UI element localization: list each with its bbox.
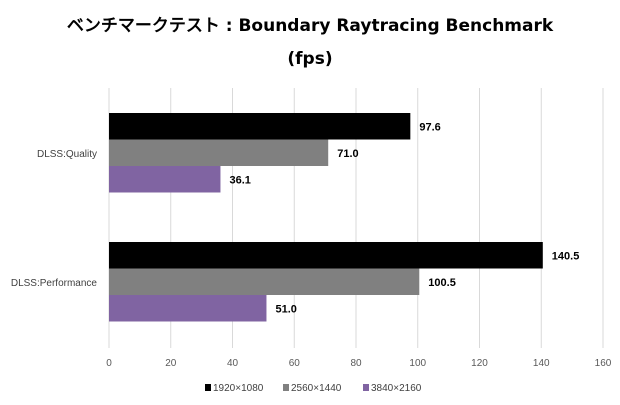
legend-label: 3840×2160 [371,383,422,394]
data-label: 51.0 [275,303,296,315]
bar [109,268,420,295]
data-label: 97.6 [419,121,440,133]
legend-swatch [283,384,289,391]
category-label: DLSS:Quality [37,149,97,160]
legend-swatch [363,384,369,391]
bar [109,166,221,193]
data-label: 100.5 [428,277,456,289]
x-tick-label: 0 [106,358,112,369]
x-tick-label: 80 [350,358,362,369]
x-tick-label: 20 [165,358,177,369]
category-label: DLSS:Performance [11,278,98,289]
data-label: 36.1 [229,174,250,186]
x-tick-label: 100 [409,358,426,369]
legend-swatch [205,384,211,391]
x-tick-label: 160 [595,358,612,369]
x-tick-label: 40 [227,358,239,369]
bar [109,139,329,166]
legend-label: 1920×1080 [213,383,264,394]
x-tick-label: 120 [471,358,488,369]
bar [109,242,543,269]
x-tick-label: 140 [533,358,550,369]
data-label: 71.0 [337,148,358,160]
legend-label: 2560×1440 [291,383,342,394]
data-label: 140.5 [552,250,580,262]
chart-subtitle: (fps) [287,49,332,69]
x-tick-label: 60 [289,358,301,369]
chart-title: ベンチマークテスト : Boundary Raytracing Benchmar… [67,16,554,36]
bar [109,113,411,140]
bar [109,295,267,322]
